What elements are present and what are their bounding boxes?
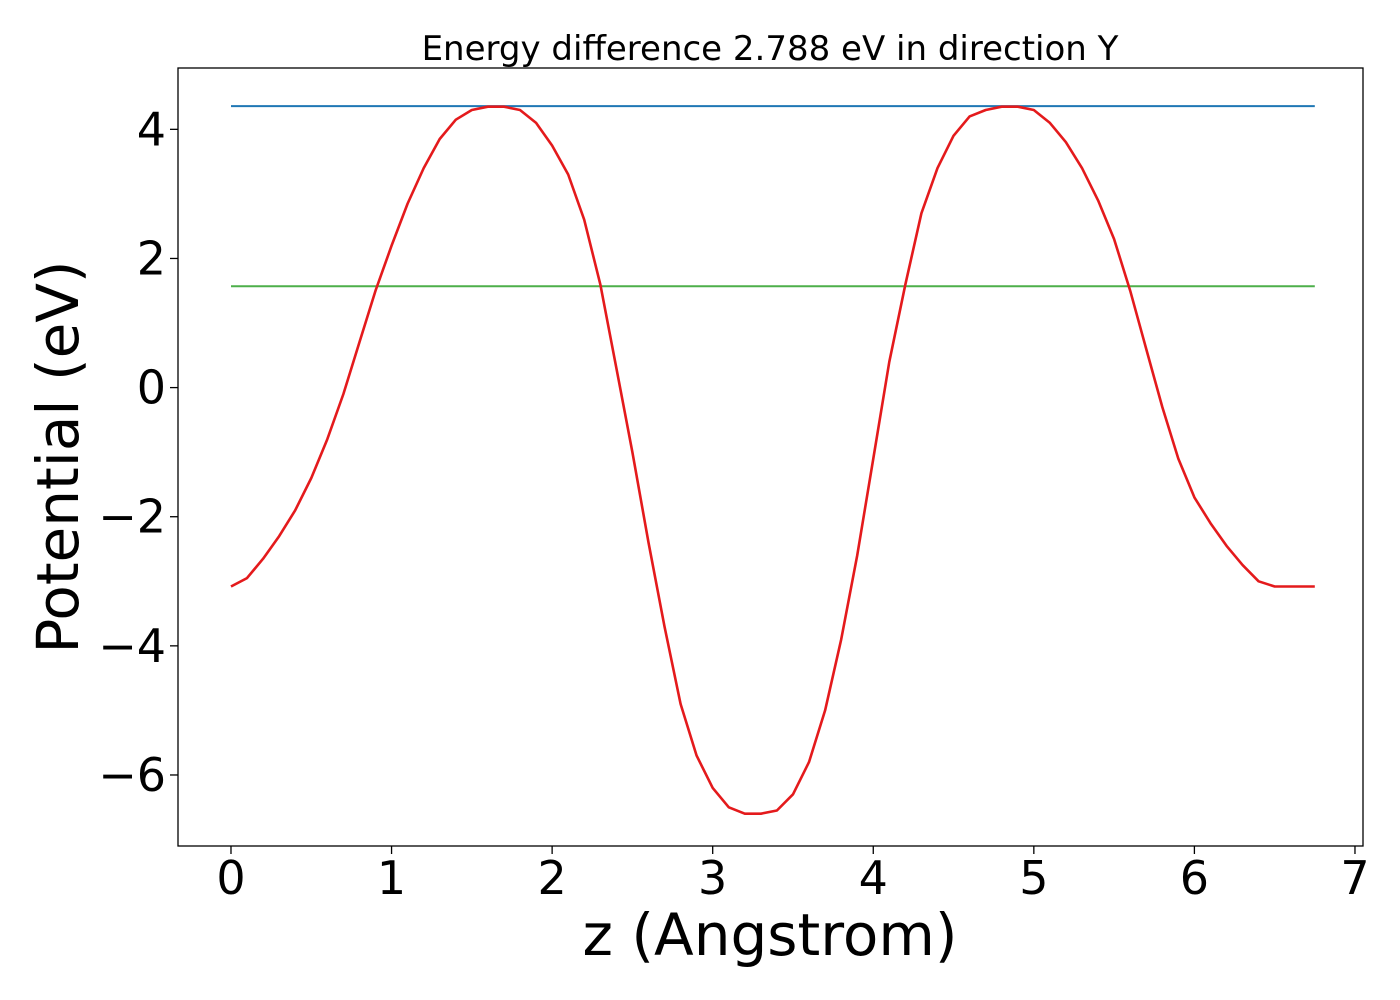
x-tick-label: 4: [859, 851, 888, 905]
x-tick-label: 1: [377, 851, 406, 905]
y-tick-label: −6: [98, 748, 166, 802]
y-axis: −6 −4 −2 0 2 4: [98, 102, 178, 802]
x-tick-label: 0: [216, 851, 245, 905]
x-tick-label: 2: [537, 851, 566, 905]
y-tick-label: −4: [98, 619, 166, 673]
y-axis-label: Potential (eV): [24, 260, 92, 653]
series-potential: [230, 105, 1315, 816]
y-tick-label: −2: [98, 490, 166, 544]
x-axis: 0 1 2 3 4 5 6 7: [216, 846, 1370, 905]
x-axis-label: z (Angstrom): [583, 901, 958, 969]
chart-title: Energy difference 2.788 eV in direction …: [422, 29, 1119, 69]
plot-area: [230, 105, 1315, 816]
x-tick-label: 5: [1019, 851, 1048, 905]
x-tick-label: 3: [698, 851, 727, 905]
x-tick-label: 7: [1340, 851, 1369, 905]
y-tick-label: 0: [137, 361, 166, 415]
y-tick-label: 2: [137, 231, 166, 285]
plot-frame: [177, 67, 1364, 847]
y-tick-label: 4: [137, 102, 166, 156]
x-tick-label: 6: [1180, 851, 1209, 905]
